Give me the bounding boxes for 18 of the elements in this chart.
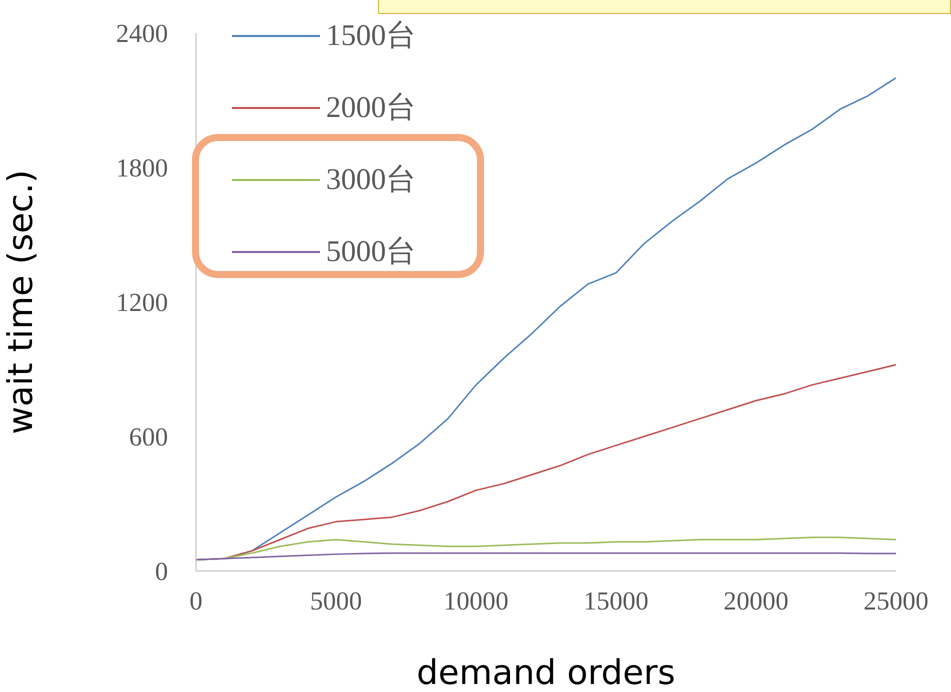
x-tick-label: 15000 xyxy=(584,586,648,616)
x-tick-label: 25000 xyxy=(864,586,928,616)
y-tick-label: 2400 xyxy=(116,19,168,48)
legend-label: 3000台 xyxy=(326,162,416,198)
y-tick-label: 1200 xyxy=(116,288,168,318)
y-tick-label: 1800 xyxy=(116,154,168,183)
y-tick-label: 0 xyxy=(155,557,168,586)
legend-label: 2000台 xyxy=(326,90,416,126)
legend-label: 5000台 xyxy=(326,234,416,270)
x-axis-title: demand orders xyxy=(416,653,676,692)
x-tick-label: 20000 xyxy=(724,586,788,616)
legend-label: 1500台 xyxy=(326,18,416,54)
y-axis-title: wait time (sec.) xyxy=(1,170,42,434)
line-series xyxy=(196,552,896,561)
x-tick-label: 0 xyxy=(190,586,202,616)
x-tick-label: 5000 xyxy=(310,586,362,616)
y-tick-label: 600 xyxy=(129,422,168,452)
x-tick-label: 10000 xyxy=(444,586,508,616)
